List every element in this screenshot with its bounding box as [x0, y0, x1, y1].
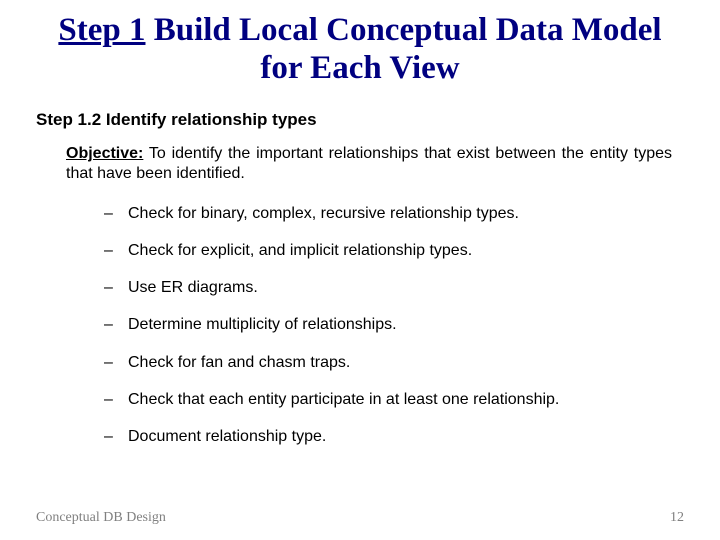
slide-container: Step 1 Build Local Conceptual Data Model…: [0, 0, 720, 540]
bullet-list: Check for binary, complex, recursive rel…: [104, 204, 684, 446]
list-item: Use ER diagrams.: [104, 278, 684, 297]
objective-text: To identify the important relationships …: [66, 145, 672, 182]
list-item: Document relationship type.: [104, 427, 684, 446]
title-rest: Build Local Conceptual Data Model for Ea…: [154, 12, 662, 86]
list-item: Determine multiplicity of relationships.: [104, 315, 684, 334]
step-subheading: Step 1.2 Identify relationship types: [36, 110, 684, 130]
list-item: Check that each entity participate in at…: [104, 390, 684, 409]
list-item: Check for binary, complex, recursive rel…: [104, 204, 684, 223]
list-item: Check for explicit, and implicit relatio…: [104, 241, 684, 260]
footer-label: Conceptual DB Design: [36, 510, 166, 526]
objective-label: Objective:: [66, 145, 143, 162]
list-item: Check for fan and chasm traps.: [104, 353, 684, 372]
objective-paragraph: Objective: To identify the important rel…: [66, 144, 672, 184]
slide-title: Step 1 Build Local Conceptual Data Model…: [36, 12, 684, 88]
title-step-underlined: Step 1: [58, 12, 145, 48]
page-number: 12: [670, 510, 684, 526]
